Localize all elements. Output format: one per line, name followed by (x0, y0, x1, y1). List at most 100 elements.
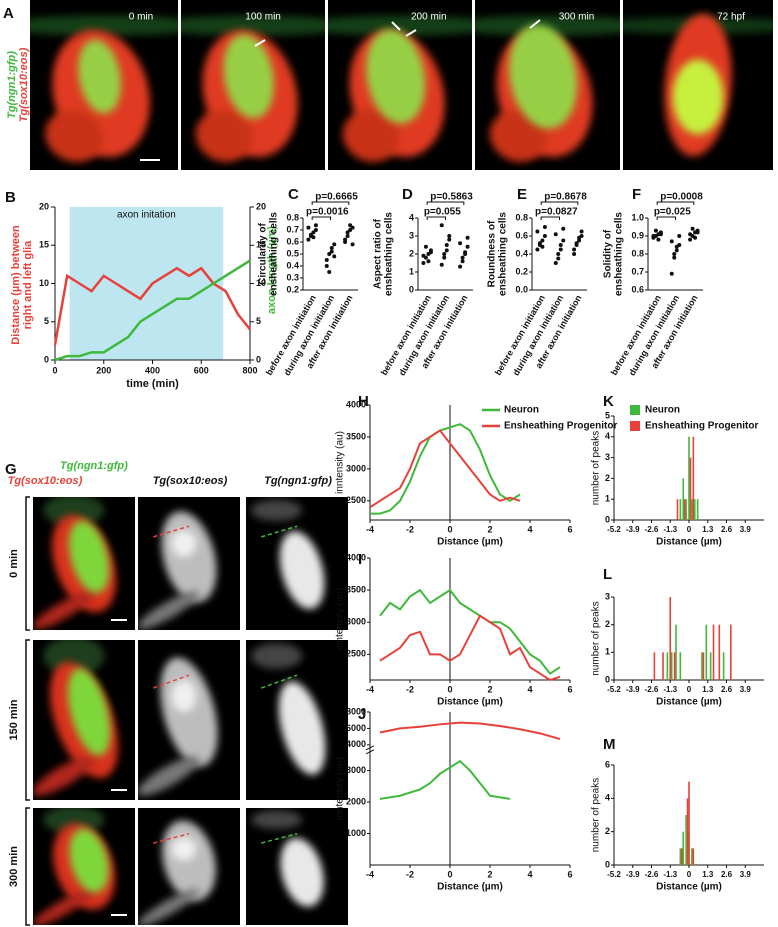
y-tick-label: 0.4 (286, 260, 299, 270)
y-tick-label: 3500 (346, 584, 366, 594)
dot (442, 252, 447, 256)
stem (702, 652, 705, 680)
y-tick-label: 10 (39, 278, 49, 288)
panel-label: E (517, 186, 527, 203)
dot (690, 226, 695, 231)
y-tick-label: 2 (409, 248, 414, 258)
cell (280, 838, 324, 907)
cell (251, 643, 303, 669)
y-axis-label: ensheathing cells (269, 212, 280, 296)
y-tick-label: 3000 (346, 617, 366, 627)
y-tick-label: 8000 (346, 706, 366, 716)
dot (306, 237, 311, 242)
micrograph-content (33, 497, 116, 630)
stem (679, 499, 682, 520)
y-tick-label: 0.7 (631, 266, 644, 276)
dot (674, 244, 679, 249)
micrograph-content (138, 820, 216, 925)
row-label: 150 min (8, 699, 20, 740)
y-tick-label: 3 (605, 452, 610, 462)
x-tick-label: -1.3 (663, 870, 677, 879)
dot (332, 254, 337, 259)
y-tick-label: 3 (409, 230, 414, 240)
x-tick-label: -2 (406, 684, 414, 694)
y-tick-label: 0.6 (631, 284, 644, 294)
stem (701, 652, 703, 680)
dot (572, 252, 577, 256)
x-tick-label: 2 (487, 524, 492, 534)
micrograph-content (33, 808, 115, 925)
x-tick-label: -4 (366, 869, 374, 879)
p-value: p=0.6665 (315, 192, 358, 203)
stem (712, 624, 715, 680)
legend-label: Ensheathing Progenitor (645, 421, 758, 432)
profile-line (261, 525, 298, 538)
header: Tg(sox10:eos) (153, 475, 228, 487)
stem (673, 652, 676, 680)
micrograph-content (475, 15, 620, 162)
cell (181, 15, 325, 36)
stem (679, 652, 682, 680)
dot (308, 232, 313, 237)
x-tick-label: -5.2 (607, 685, 621, 694)
x-tick-label: -4 (366, 684, 374, 694)
micrograph-content (251, 643, 326, 775)
x-tick-label: -1.3 (663, 685, 677, 694)
dot (442, 255, 447, 260)
y-tick-label: 0 (605, 514, 610, 524)
row-label: 0 min (8, 549, 20, 578)
profile-line (153, 833, 190, 844)
x-tick-label: -2 (406, 869, 414, 879)
dot (311, 230, 316, 235)
y-tick-label: 15 (39, 240, 49, 250)
dot (695, 230, 700, 235)
stem (722, 652, 725, 680)
cell (251, 499, 303, 521)
panel-label: M (603, 736, 616, 753)
dot (658, 232, 663, 237)
header: Tg(sox10:eos) (8, 475, 83, 487)
dot (311, 235, 316, 240)
header: Tg(ngn1:gfp) (264, 475, 332, 487)
y-tick-label: 0.2 (286, 284, 299, 294)
stem (683, 499, 686, 520)
y2-tick-label: 0 (256, 354, 261, 364)
cell (328, 15, 472, 36)
cell (67, 668, 111, 756)
bracket (656, 216, 676, 220)
cell (69, 828, 109, 893)
y-axis-label: ensheathing cells (384, 212, 395, 296)
dot (447, 234, 452, 238)
dot (465, 244, 470, 249)
dot (428, 250, 433, 255)
dot (463, 250, 468, 255)
y-axis-label: inntensity (au) (335, 588, 346, 651)
dot (669, 271, 674, 276)
cell (475, 15, 620, 36)
reporter-label: Tg(sox10:eos) (18, 47, 30, 122)
x-axis-label: Distance (µm) (656, 882, 722, 893)
y-tick-label: 0.8 (631, 248, 644, 258)
y-tick-label: 1 (409, 266, 414, 276)
stem (670, 652, 673, 680)
line (53, 266, 251, 345)
x-tick-label: -5.2 (607, 525, 621, 534)
y-tick-label: 2500 (346, 649, 366, 659)
dot (672, 252, 677, 256)
cell (78, 39, 121, 114)
micrograph-content (138, 511, 217, 630)
arrow (405, 29, 417, 37)
x-tick-label: -1.3 (663, 525, 677, 534)
dot (535, 229, 540, 234)
dot (537, 241, 542, 246)
line (370, 423, 521, 515)
dot (329, 246, 334, 250)
y-tick-label: 0 (605, 674, 610, 684)
cell (33, 888, 95, 925)
dot (561, 238, 566, 243)
profile-line (153, 674, 190, 689)
axis (613, 597, 764, 681)
cell (43, 497, 105, 527)
y-tick-label: 3000 (346, 463, 366, 473)
